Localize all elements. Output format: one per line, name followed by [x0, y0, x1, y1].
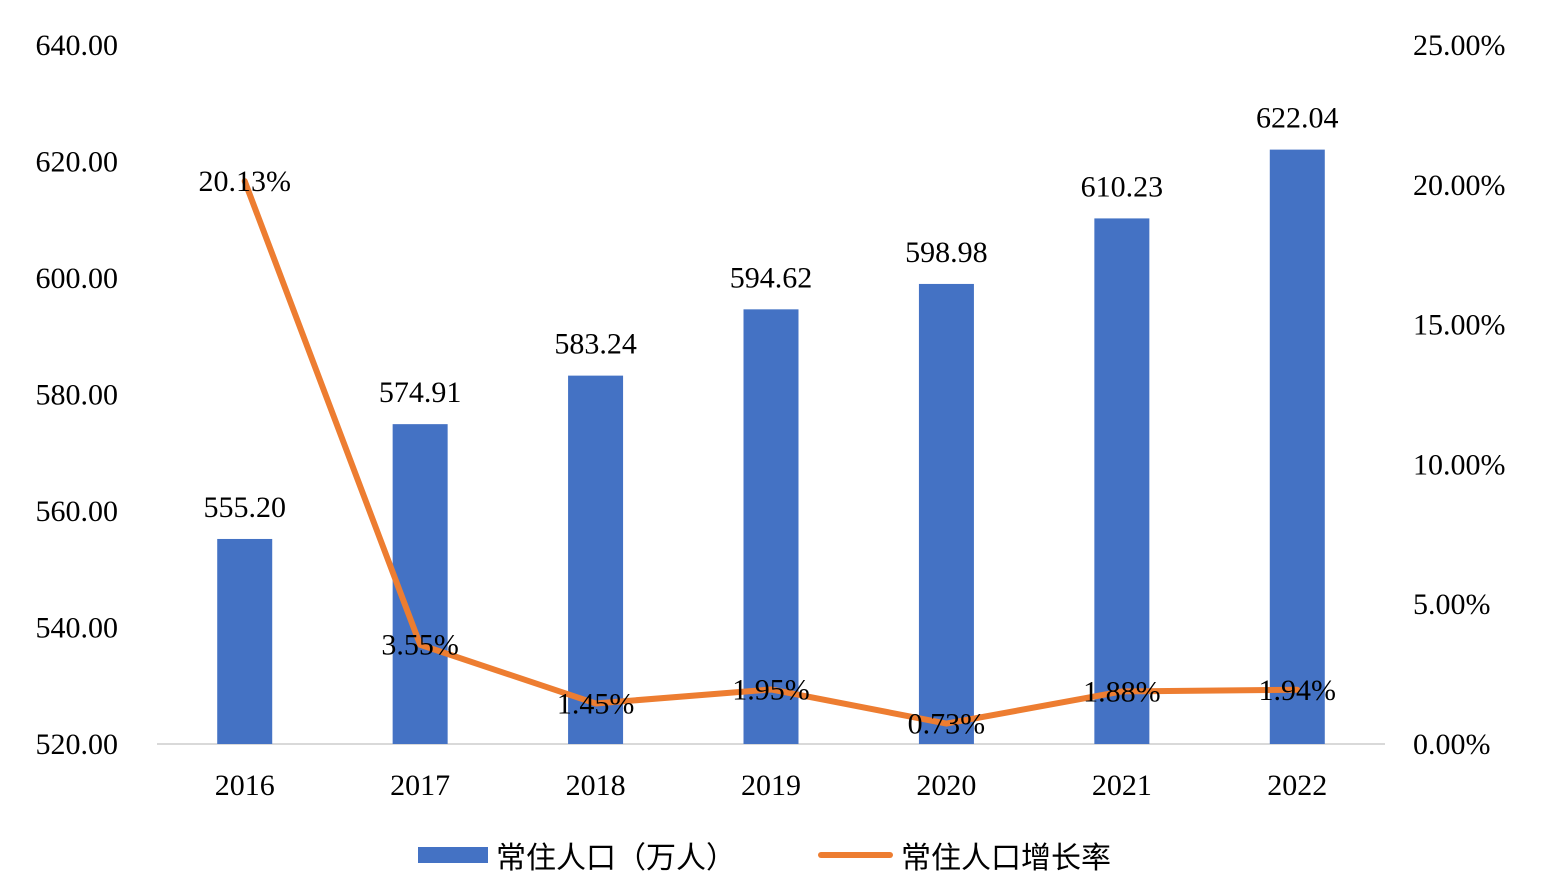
- bar: [392, 424, 448, 744]
- line-value-label: 1.45%: [557, 687, 635, 720]
- left-tick-label: 580.00: [36, 379, 119, 412]
- line-value-label: 1.88%: [1083, 675, 1161, 708]
- legend-swatch-bar: [418, 847, 488, 863]
- x-tick-label: 2020: [916, 769, 976, 802]
- bar-value-label: 555.20: [203, 491, 286, 524]
- bar: [743, 309, 799, 744]
- line-value-label: 20.13%: [198, 165, 291, 198]
- bar-series: [217, 149, 1325, 744]
- legend: 常住人口（万人） 常住人口增长率: [0, 830, 1548, 880]
- bar-value-label: 594.62: [730, 261, 813, 294]
- bar-value-label: 610.23: [1081, 170, 1164, 203]
- left-tick-label: 560.00: [36, 495, 119, 528]
- x-tick-label: 2022: [1267, 769, 1327, 802]
- left-tick-label: 600.00: [36, 262, 119, 295]
- x-tick-label: 2016: [215, 769, 275, 802]
- line-value-label: 1.94%: [1259, 674, 1337, 707]
- legend-label-line: 常住人口增长率: [901, 841, 1111, 876]
- bar-value-label: 583.24: [554, 328, 637, 361]
- right-tick-label: 15.00%: [1413, 309, 1506, 342]
- bar: [568, 375, 624, 744]
- x-tick-label: 2017: [390, 769, 450, 802]
- growth-rate-line: [241, 178, 1301, 727]
- x-tick-label: 2021: [1092, 769, 1152, 802]
- left-tick-label: 520.00: [36, 728, 119, 761]
- line-data-labels: 20.13% 3.55% 1.45% 1.95% 0.73% 1.88% 1.94%: [198, 165, 1336, 740]
- right-tick-label: 10.00%: [1413, 448, 1506, 481]
- right-tick-label: 20.00%: [1413, 169, 1506, 202]
- right-tick-label: 25.00%: [1413, 29, 1506, 62]
- legend-label-bar: 常住人口（万人）: [496, 841, 736, 876]
- bar-data-labels: 555.20 574.91 583.24 594.62 598.98 610.23 622.…: [203, 102, 1338, 524]
- line-value-label: 3.55%: [381, 629, 459, 662]
- line-value-label: 0.73%: [908, 708, 986, 741]
- left-axis: 520.00 540.00 560.00 580.00 600.00 620.00 640.…: [36, 29, 119, 761]
- legend-swatch-line: [818, 852, 893, 858]
- bar-value-label: 574.91: [379, 376, 462, 409]
- bar: [918, 283, 974, 744]
- left-tick-label: 620.00: [36, 146, 119, 179]
- bar: [1269, 149, 1325, 744]
- right-tick-label: 0.00%: [1413, 728, 1491, 761]
- line-series: [241, 178, 1301, 727]
- x-tick-label: 2019: [741, 769, 801, 802]
- x-axis: 2016 2017 2018 2019 2020 2021 2022: [215, 769, 1328, 802]
- line-value-label: 1.95%: [732, 673, 810, 706]
- left-tick-label: 540.00: [36, 612, 119, 645]
- left-tick-label: 640.00: [36, 29, 119, 62]
- legend-item-line: 常住人口增长率: [818, 830, 1111, 880]
- bar: [217, 538, 273, 744]
- bar-value-label: 622.04: [1256, 102, 1339, 135]
- bar-value-label: 598.98: [905, 236, 988, 269]
- right-tick-label: 5.00%: [1413, 588, 1491, 621]
- legend-item-bar: 常住人口（万人）: [418, 830, 736, 880]
- x-tick-label: 2018: [566, 769, 626, 802]
- right-axis: 0.00% 5.00% 10.00% 15.00% 20.00% 25.00%: [1413, 29, 1506, 761]
- bar: [1094, 218, 1150, 744]
